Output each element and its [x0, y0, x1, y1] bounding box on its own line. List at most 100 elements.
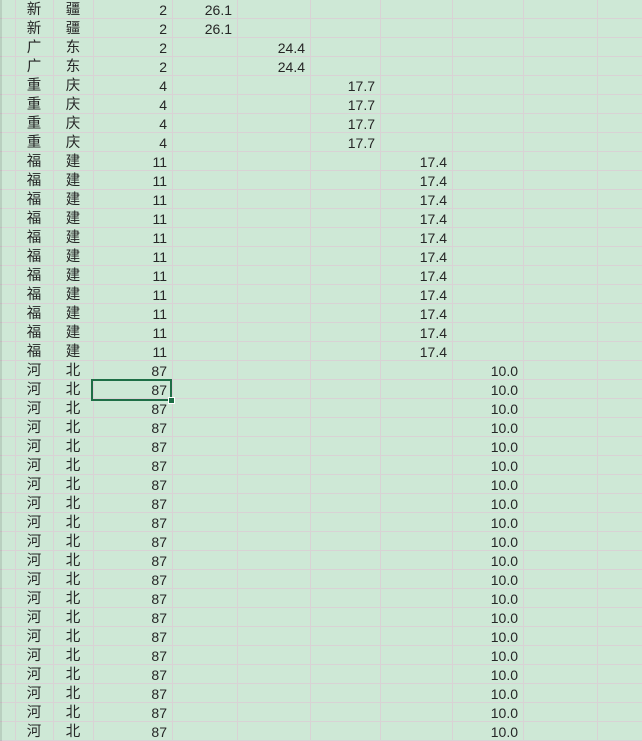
cell-value[interactable]: 10.0	[490, 667, 518, 683]
cell-value[interactable]: 10.0	[490, 610, 518, 626]
cell-value[interactable]: 24.4	[277, 59, 305, 75]
cell-province-char2[interactable]: 东	[65, 40, 81, 56]
cell-province-char1[interactable]: 河	[26, 534, 42, 550]
cell-province-char2[interactable]: 建	[65, 230, 81, 246]
cell-province-char2[interactable]: 北	[65, 724, 81, 740]
cell-province-char2[interactable]: 北	[65, 515, 81, 531]
cell-province-char1[interactable]: 新	[26, 21, 42, 37]
cell-count[interactable]: 11	[152, 192, 167, 208]
cell-count[interactable]: 4	[159, 78, 167, 94]
cell-province-char1[interactable]: 福	[26, 268, 42, 284]
cell-province-char1[interactable]: 新	[26, 2, 42, 18]
cell-province-char1[interactable]: 福	[26, 325, 42, 341]
cell-count[interactable]: 87	[151, 553, 167, 569]
cell-province-char2[interactable]: 北	[65, 553, 81, 569]
cell-province-char1[interactable]: 河	[26, 686, 42, 702]
cell-province-char2[interactable]: 疆	[65, 21, 81, 37]
cell-province-char1[interactable]: 福	[26, 230, 42, 246]
cell-value[interactable]: 17.7	[347, 97, 375, 113]
cell-value[interactable]: 10.0	[490, 724, 518, 740]
cell-province-char1[interactable]: 重	[26, 116, 42, 132]
cell-province-char1[interactable]: 广	[26, 40, 42, 56]
cell-province-char1[interactable]: 福	[26, 249, 42, 265]
cell-province-char1[interactable]: 福	[26, 306, 42, 322]
cell-value[interactable]: 10.0	[490, 572, 518, 588]
cell-value[interactable]: 10.0	[490, 648, 518, 664]
cell-count[interactable]: 87	[151, 458, 167, 474]
cell-province-char2[interactable]: 北	[65, 648, 81, 664]
cell-province-char2[interactable]: 庆	[65, 97, 81, 113]
cell-province-char2[interactable]: 北	[65, 363, 81, 379]
cell-province-char1[interactable]: 河	[26, 572, 42, 588]
cell-count[interactable]: 2	[159, 2, 167, 18]
cell-count[interactable]: 11	[152, 287, 167, 303]
cell-count[interactable]: 11	[152, 325, 167, 341]
cell-province-char1[interactable]: 河	[26, 420, 42, 436]
cell-count[interactable]: 87	[151, 572, 167, 588]
cell-value[interactable]: 10.0	[490, 705, 518, 721]
cell-count[interactable]: 87	[151, 610, 167, 626]
cell-province-char2[interactable]: 北	[65, 686, 81, 702]
cell-province-char1[interactable]: 河	[26, 629, 42, 645]
cell-value[interactable]: 17.4	[419, 249, 447, 265]
cell-count[interactable]: 87	[151, 705, 167, 721]
cell-count[interactable]: 87	[151, 477, 167, 493]
cell-value[interactable]: 10.0	[490, 591, 518, 607]
cell-province-char1[interactable]: 福	[26, 154, 42, 170]
cell-province-char2[interactable]: 建	[65, 268, 81, 284]
cell-province-char2[interactable]: 东	[65, 59, 81, 75]
cell-province-char1[interactable]: 河	[26, 667, 42, 683]
cell-count[interactable]: 87	[151, 629, 167, 645]
cell-province-char1[interactable]: 河	[26, 439, 42, 455]
cell-province-char1[interactable]: 福	[26, 287, 42, 303]
cell-count[interactable]: 87	[151, 382, 167, 398]
cell-province-char2[interactable]: 建	[65, 344, 81, 360]
cell-province-char2[interactable]: 北	[65, 534, 81, 550]
cell-count[interactable]: 87	[151, 363, 167, 379]
cell-province-char2[interactable]: 建	[65, 287, 81, 303]
cell-value[interactable]: 10.0	[490, 515, 518, 531]
cell-province-char2[interactable]: 北	[65, 667, 81, 683]
cell-province-char1[interactable]: 河	[26, 724, 42, 740]
cell-province-char1[interactable]: 重	[26, 135, 42, 151]
cell-value[interactable]: 10.0	[490, 534, 518, 550]
cell-value[interactable]: 10.0	[490, 477, 518, 493]
cell-count[interactable]: 87	[151, 515, 167, 531]
cell-value[interactable]: 10.0	[490, 439, 518, 455]
cell-province-char2[interactable]: 北	[65, 401, 81, 417]
cell-count[interactable]: 87	[151, 686, 167, 702]
cell-province-char2[interactable]: 北	[65, 439, 81, 455]
cell-count[interactable]: 11	[152, 154, 167, 170]
cell-province-char2[interactable]: 庆	[65, 135, 81, 151]
cell-count[interactable]: 4	[159, 116, 167, 132]
cell-province-char1[interactable]: 河	[26, 648, 42, 664]
cell-value[interactable]: 17.4	[419, 154, 447, 170]
cell-value[interactable]: 10.0	[490, 363, 518, 379]
cell-province-char2[interactable]: 北	[65, 572, 81, 588]
cell-province-char2[interactable]: 北	[65, 591, 81, 607]
cell-value[interactable]: 10.0	[490, 401, 518, 417]
cell-value[interactable]: 10.0	[490, 496, 518, 512]
cell-value[interactable]: 17.7	[347, 116, 375, 132]
cell-province-char1[interactable]: 河	[26, 477, 42, 493]
cell-value[interactable]: 10.0	[490, 458, 518, 474]
cell-count[interactable]: 87	[151, 439, 167, 455]
cell-value[interactable]: 17.4	[419, 287, 447, 303]
cell-province-char1[interactable]: 河	[26, 610, 42, 626]
cell-province-char1[interactable]: 河	[26, 515, 42, 531]
cell-count[interactable]: 11	[152, 344, 167, 360]
cell-value[interactable]: 24.4	[277, 40, 305, 56]
cell-value[interactable]: 17.4	[419, 211, 447, 227]
cell-province-char2[interactable]: 北	[65, 629, 81, 645]
cell-province-char2[interactable]: 庆	[65, 78, 81, 94]
cell-value[interactable]: 17.4	[419, 325, 447, 341]
cell-count[interactable]: 2	[159, 40, 167, 56]
cell-province-char1[interactable]: 河	[26, 458, 42, 474]
cell-value[interactable]: 17.4	[419, 173, 447, 189]
cell-count[interactable]: 87	[151, 591, 167, 607]
cell-count[interactable]: 2	[159, 21, 167, 37]
cell-count[interactable]: 11	[152, 230, 167, 246]
cell-province-char1[interactable]: 重	[26, 97, 42, 113]
cell-province-char2[interactable]: 北	[65, 420, 81, 436]
cell-province-char2[interactable]: 北	[65, 458, 81, 474]
